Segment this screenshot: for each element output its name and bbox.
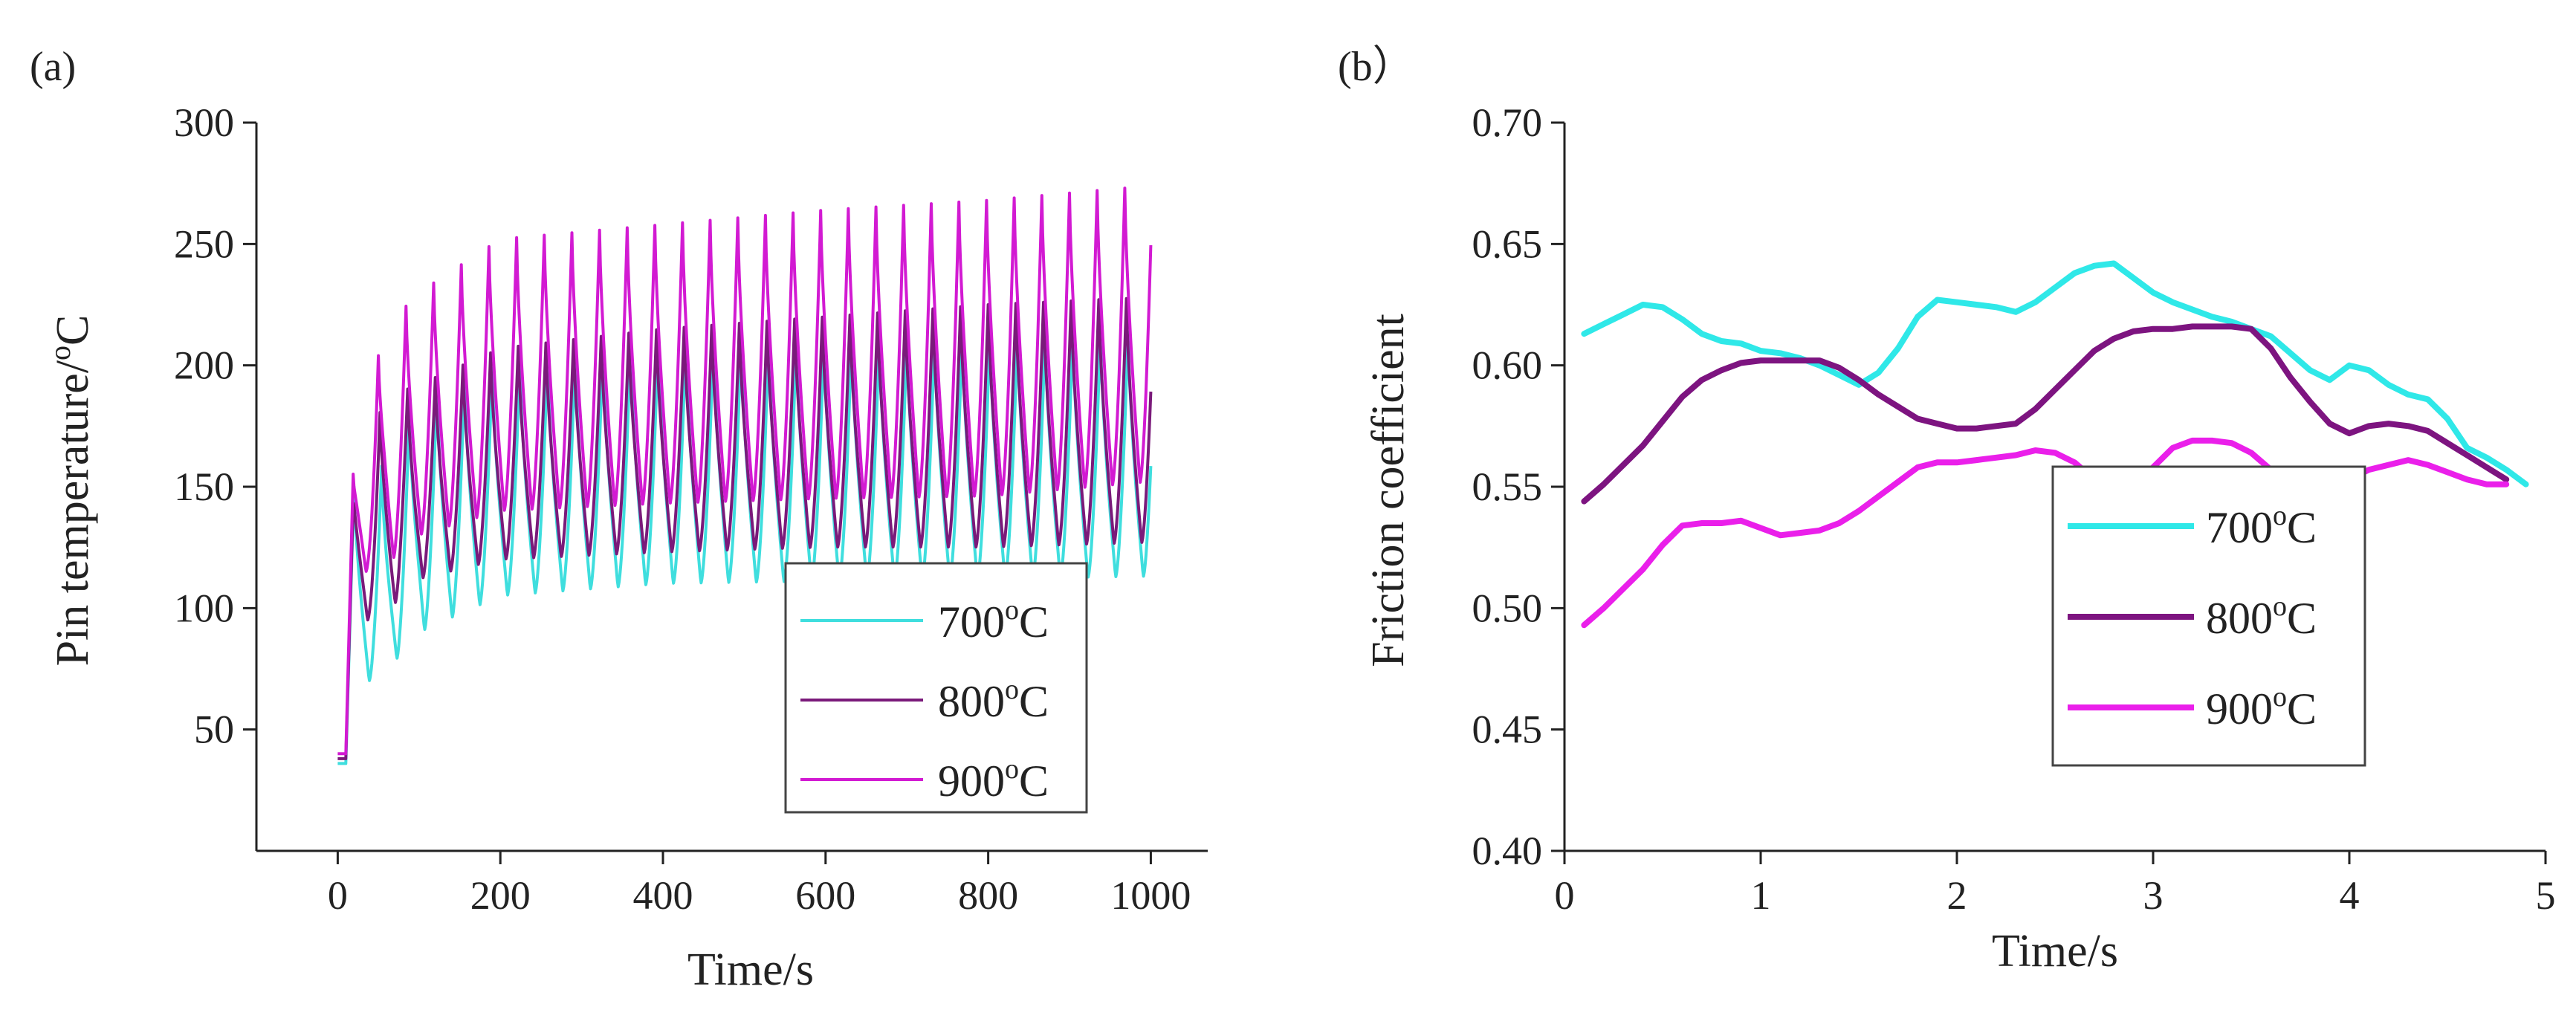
panel-b-y-tick-label: 0.50	[1472, 586, 1543, 630]
panel-a-x-tick-label: 600	[795, 873, 855, 918]
panel-a-y-tick-label: 50	[194, 707, 234, 752]
panel-b-y-tick-label: 0.45	[1472, 707, 1543, 752]
panel-a-legend-label: 700oC	[938, 595, 1049, 647]
panel-b-x-tick-label: 5	[2536, 873, 2556, 918]
panel-b-series-1-line	[1581, 260, 2529, 487]
panel-a-x-tick-label: 0	[328, 873, 348, 918]
panel-a-legend: 700oC 800oC 900oC	[784, 562, 1088, 814]
panel-a-legend-label: 800oC	[938, 674, 1049, 726]
panel-a-y-axis-label: Pin temperature/oC	[43, 315, 98, 667]
panel-b-series-2-line	[1581, 323, 2510, 505]
panel-b-x-tick-label: 2	[1947, 873, 1967, 918]
panel-a-x-tick-label: 1000	[1110, 873, 1191, 918]
panel-b-y-axis-label: Friction coefficient	[1363, 314, 1414, 667]
panel-a-x-tick-label: 400	[633, 873, 693, 918]
panel-b-y-tick-label: 0.70	[1472, 100, 1543, 145]
panel-b-x-axis-label: Time/s	[1992, 926, 2118, 976]
panel-a-y-tick-label: 250	[174, 221, 234, 266]
panel-b-chart: (b） 0 1 2 3 4 5 0.40 0.45 0.50 0.55 0.60 0.65 0.70 F…	[1338, 44, 2556, 976]
panel-b-legend: 700oC 800oC 900oC	[2051, 465, 2366, 767]
panel-b-x-tick-label: 0	[1555, 873, 1575, 918]
panel-a-y-tick-label: 150	[174, 464, 234, 509]
panel-b-y-tick-label: 0.55	[1472, 464, 1543, 509]
panel-a-legend-label: 900oC	[938, 754, 1049, 806]
panel-b-legend-label: 700oC	[2206, 500, 2317, 552]
panel-b-legend-label: 800oC	[2206, 591, 2317, 643]
panel-a-series-3-line	[337, 187, 1153, 756]
panel-b-x-tick-label: 4	[2340, 873, 2360, 918]
panel-a-x-tick-label: 800	[958, 873, 1018, 918]
panel-a-y-tick-label: 200	[174, 343, 234, 388]
panel-b-y-tick-label: 0.40	[1472, 829, 1543, 873]
panel-b-y-tick-label: 0.60	[1472, 343, 1543, 388]
panel-b-x-tick-label: 3	[2143, 873, 2164, 918]
panel-a-series-2-line	[337, 297, 1153, 760]
panel-a-label: (a)	[30, 44, 76, 90]
panel-b-legend-label: 900oC	[2206, 681, 2317, 733]
panel-a-x-axis-label: Time/s	[687, 945, 814, 995]
panel-a-y-tick-label: 100	[174, 586, 234, 630]
panel-a-chart: (a) 0 200 400 600 800 1000 50 100 150 200 250 300 P…	[30, 44, 1208, 995]
panel-b-y-tick-label: 0.65	[1472, 221, 1543, 266]
panel-a-y-tick-label: 300	[174, 100, 234, 145]
panel-b-x-tick-label: 1	[1751, 873, 1771, 918]
panel-a-x-tick-label: 200	[470, 873, 531, 918]
panel-a-legend-frame	[784, 562, 1088, 814]
panel-b-series-3-line	[1581, 437, 2510, 629]
panel-b-label: (b）	[1338, 44, 1414, 90]
